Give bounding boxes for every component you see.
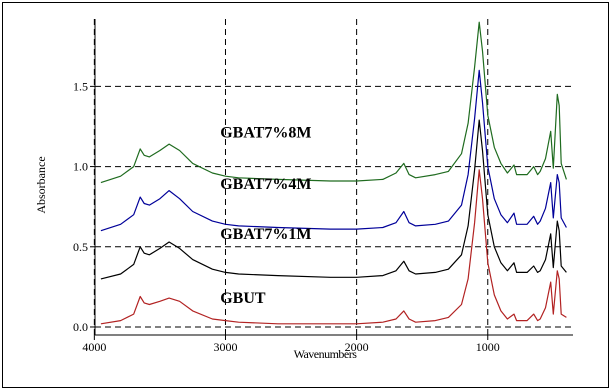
x-tick-label: 4000	[82, 340, 106, 354]
x-tick-label: 3000	[213, 340, 237, 354]
axes-group: 4000 3000 2000 1000 0.0 0.5 1.0 1.5	[73, 19, 573, 354]
annotation-label: GBUT	[220, 290, 266, 307]
x-axis-label: Wavenumbers	[294, 347, 358, 361]
x-tick-label: 2000	[345, 340, 369, 354]
annotation-label: GBAT7%1M	[220, 226, 311, 243]
annotations-group: GBAT7%8M GBAT7%4M GBAT7%1M GBUT	[220, 125, 311, 307]
grid-lines	[93, 19, 573, 335]
series-line-gbut	[100, 169, 567, 325]
annotation-label: GBAT7%4M	[220, 176, 311, 193]
series-group	[100, 21, 567, 325]
ftir-chart: GBAT7%8M GBAT7%4M GBAT7%1M GBUT 4000 3000 200…	[34, 19, 573, 361]
series-line-gbat7-1m	[100, 119, 567, 280]
y-tick-label: 1.5	[73, 79, 88, 93]
x-tick-label: 1000	[476, 340, 500, 354]
series-line-gbat7-8m	[100, 21, 567, 184]
y-tick-label: 1.0	[73, 160, 88, 174]
y-tick-label: 0.5	[73, 240, 88, 254]
chart-frame: GBAT7%8M GBAT7%4M GBAT7%1M GBUT 4000 3000 200…	[2, 2, 609, 388]
annotation-label: GBAT7%8M	[220, 125, 311, 142]
y-axis-label: Absorbance	[34, 156, 48, 213]
y-tick-label: 0.0	[73, 320, 88, 334]
series-line-gbat7-4m	[100, 69, 567, 232]
